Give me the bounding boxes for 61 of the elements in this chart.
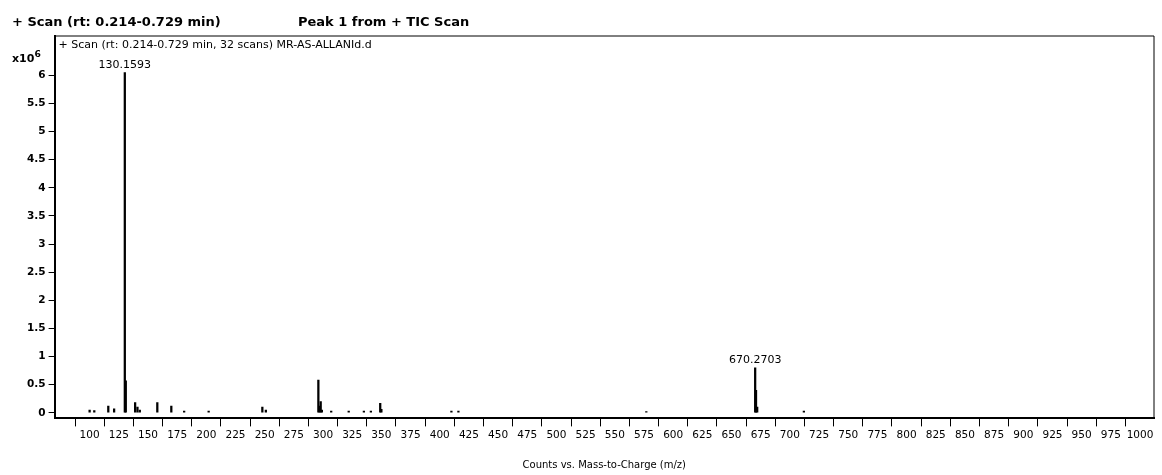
annotation: 130.1593 [98, 57, 152, 71]
y-tick-label: 2 [38, 293, 46, 306]
x-tick-label: 600 [663, 428, 684, 441]
bar [93, 410, 96, 413]
bar [156, 402, 159, 413]
x-tick-label: 875 [984, 428, 1005, 441]
y-axis-title: x10$^{6}$ [12, 48, 41, 65]
x-tick-label: 325 [342, 428, 363, 441]
y-tick-label: 3 [38, 236, 46, 249]
y-tick-label: 6 [38, 68, 46, 81]
x-tick-label: 225 [225, 428, 246, 441]
x-tick-label: 350 [371, 428, 392, 441]
x-tick-label: 750 [838, 428, 859, 441]
y-tick-label: 3.5 [26, 208, 46, 221]
y-tick-label: 2.5 [26, 264, 46, 277]
y-tick-label: 0.5 [26, 377, 46, 390]
x-tick-label: 775 [867, 428, 888, 441]
x-tick-label: 300 [313, 428, 334, 441]
annotation: + Scan (rt: 0.214-0.729 min, 32 scans) MR-AS-ALLANId.d [58, 38, 372, 51]
bar [134, 402, 137, 413]
x-tick-label: 900 [1013, 428, 1034, 441]
y-tick-label: 0 [38, 405, 46, 418]
x-tick-label: 550 [604, 428, 625, 441]
x-tick-label: 625 [692, 428, 713, 441]
x-tick-label: 500 [546, 428, 567, 441]
y-tick-label: 5.5 [26, 96, 46, 109]
x-tick-label: 250 [254, 428, 275, 441]
x-tick-label: 425 [458, 428, 479, 441]
x-tick-label: 850 [954, 428, 975, 441]
x-tick-label: 575 [633, 428, 654, 441]
x-tick-label: 400 [429, 428, 450, 441]
x-tick-label: 125 [108, 428, 129, 441]
chart-subtitle: Peak 1 from + TIC Scan [298, 14, 470, 29]
x-tick-label: 650 [721, 428, 742, 441]
x-tick-label: 150 [137, 428, 158, 441]
y-tick-label: 1 [38, 349, 46, 362]
y-tick-label: 4 [38, 180, 46, 193]
x-tick-label: 475 [517, 428, 538, 441]
y-tick-label: 5 [38, 124, 46, 137]
x-tick-label: 925 [1042, 428, 1063, 441]
x-tick-label: 275 [283, 428, 304, 441]
x-tick-label: 100 [79, 428, 100, 441]
chart-title: + Scan (rt: 0.214-0.729 min) [12, 14, 221, 29]
x-tick-label: 375 [400, 428, 421, 441]
x-tick-label: 950 [1071, 428, 1092, 441]
x-axis-title: Counts vs. Mass-to-Charge (m/z) [522, 458, 687, 470]
y-tick-label: 4.5 [26, 152, 46, 165]
x-tick-label: 725 [809, 428, 830, 441]
x-tick-label: 800 [896, 428, 917, 441]
x-tick-label: 200 [196, 428, 217, 441]
bar [88, 409, 91, 413]
x-tick-label: 450 [488, 428, 509, 441]
x-tick-label: 700 [779, 428, 800, 441]
x-tick-label: 175 [167, 428, 188, 441]
x-tick-label: 825 [925, 428, 946, 441]
x-tick-label: 525 [575, 428, 596, 441]
x-tick-label: 975 [1100, 428, 1121, 441]
annotation: 670.2703 [728, 352, 782, 366]
x-tick-label: 675 [750, 428, 771, 441]
y-tick-label: 1.5 [26, 321, 46, 334]
x-tick-label: 1000 [1126, 428, 1154, 441]
